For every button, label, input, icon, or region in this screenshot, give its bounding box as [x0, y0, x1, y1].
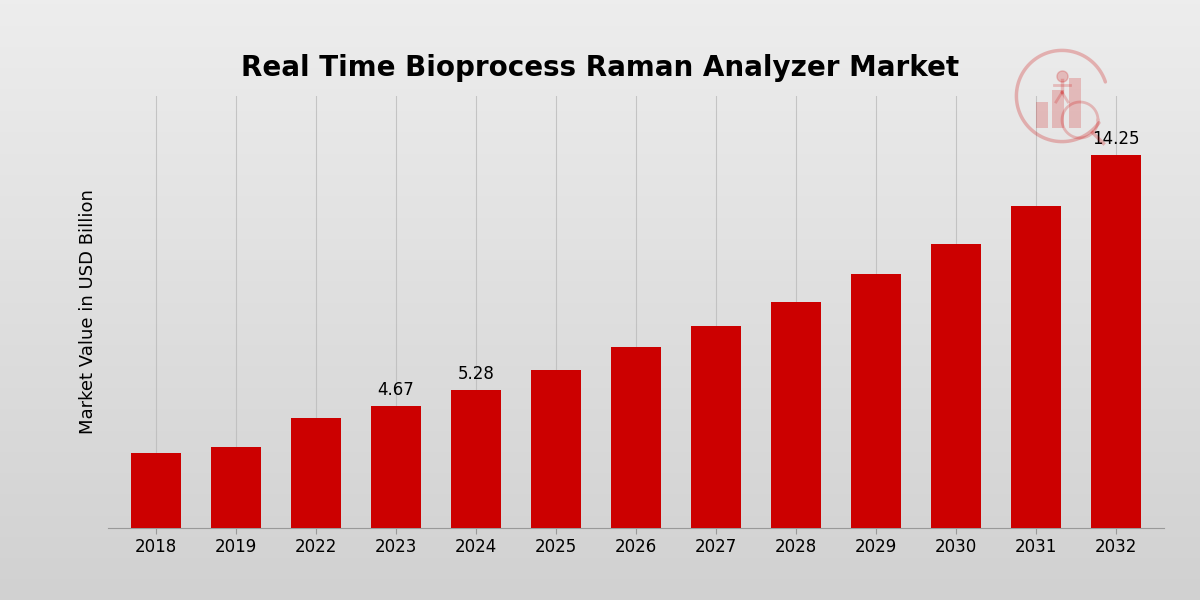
Text: 14.25: 14.25 [1092, 130, 1140, 148]
Bar [772, 302, 821, 528]
Bar [931, 244, 980, 528]
Bar [1012, 206, 1061, 528]
Bar [1052, 90, 1064, 128]
Bar [691, 326, 740, 528]
Bar [1069, 78, 1081, 128]
Text: Real Time Bioprocess Raman Analyzer Market: Real Time Bioprocess Raman Analyzer Mark… [241, 54, 959, 82]
Bar [211, 447, 260, 528]
Bar [1036, 102, 1048, 128]
Y-axis label: Market Value in USD Billion: Market Value in USD Billion [79, 190, 97, 434]
Text: 5.28: 5.28 [457, 365, 494, 383]
Bar [1091, 155, 1141, 528]
Bar [532, 370, 581, 528]
Bar [611, 347, 661, 528]
Bar [451, 390, 500, 528]
Bar [292, 418, 341, 528]
Text: 4.67: 4.67 [378, 381, 414, 399]
Bar [371, 406, 421, 528]
Bar [851, 274, 901, 528]
Bar [131, 454, 181, 528]
